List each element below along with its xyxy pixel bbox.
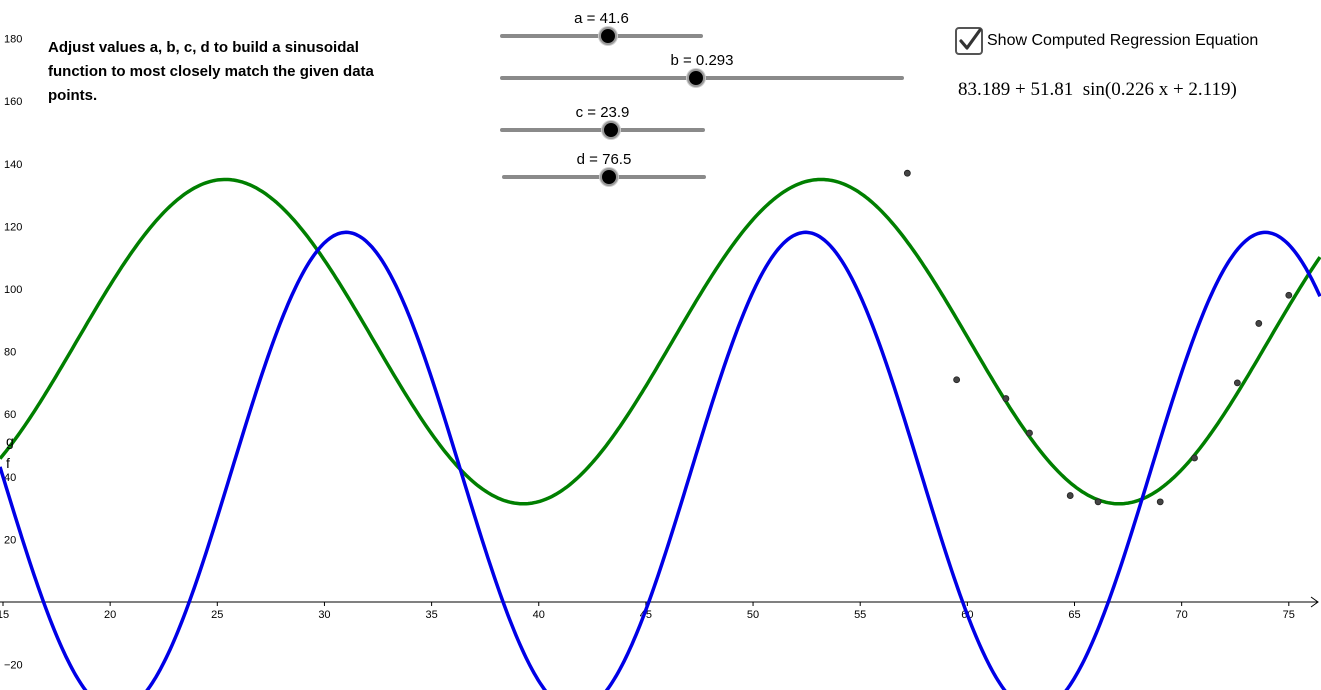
label-f: f xyxy=(6,455,10,471)
slider-b-label: b = 0.293 xyxy=(670,52,734,69)
regression-checkbox[interactable] xyxy=(955,27,983,55)
data-point xyxy=(1191,454,1198,462)
data-point xyxy=(953,376,961,384)
y-tick-label: 40 xyxy=(4,472,16,484)
y-tick-label: 160 xyxy=(4,96,22,108)
x-tick-label: 40 xyxy=(533,609,545,621)
regression-checkbox-row[interactable]: Show Computed Regression Equation xyxy=(955,27,1258,55)
curve-f[interactable] xyxy=(0,177,1321,506)
data-points xyxy=(903,169,1293,506)
slider-c[interactable]: c = 23.9 xyxy=(500,104,705,144)
data-point xyxy=(1285,291,1293,299)
x-tick-label: 55 xyxy=(854,609,866,621)
slider-a-label: a = 41.6 xyxy=(574,10,629,27)
x-tick-label: 65 xyxy=(1068,609,1080,621)
slider-c-handle[interactable] xyxy=(602,121,620,139)
data-point xyxy=(1066,492,1074,499)
slider-d[interactable]: d = 76.5 xyxy=(502,151,706,191)
data-point xyxy=(1156,498,1164,506)
y-tick-label: 80 xyxy=(4,347,16,359)
y-tick-label: 140 xyxy=(4,159,22,171)
x-tick-label: 15 xyxy=(0,609,9,621)
x-tick-label: 30 xyxy=(318,609,330,621)
data-point xyxy=(1026,429,1033,437)
checkmark-icon xyxy=(959,28,982,50)
x-tick-label: 50 xyxy=(747,609,759,621)
y-tick-label: 20 xyxy=(4,534,16,546)
label-g: g xyxy=(6,433,14,449)
curve-g[interactable] xyxy=(0,230,1321,690)
slider-b-handle[interactable] xyxy=(687,69,705,87)
data-point xyxy=(1002,395,1010,402)
slider-c-label: c = 23.9 xyxy=(575,104,630,121)
y-tick-label: 120 xyxy=(4,221,22,233)
data-point xyxy=(1255,320,1263,327)
slider-a[interactable]: a = 41.6 xyxy=(500,10,703,50)
data-point xyxy=(1233,379,1241,387)
y-tick-label: −20 xyxy=(4,660,23,672)
x-tick-label: 70 xyxy=(1176,609,1188,621)
slider-a-handle[interactable] xyxy=(599,27,617,45)
slider-b[interactable]: b = 0.293 xyxy=(500,52,904,92)
regression-checkbox-label: Show Computed Regression Equation xyxy=(987,32,1259,49)
x-tick-label: 20 xyxy=(104,609,116,621)
data-point xyxy=(1094,498,1102,506)
data-point xyxy=(903,169,911,177)
x-tick-label: 35 xyxy=(425,609,437,621)
y-tick-label: 100 xyxy=(4,284,22,296)
x-axis-arrow-icon xyxy=(1310,596,1319,608)
x-tick-label: 75 xyxy=(1283,609,1295,621)
slider-d-label: d = 76.5 xyxy=(576,151,632,168)
instructions-text: Adjust values a, b, c, d to build a sinu… xyxy=(48,36,408,108)
x-tick-label: 25 xyxy=(211,609,223,621)
axes: 1520253035404550556065707580859095100105… xyxy=(0,34,1319,672)
y-tick-label: 60 xyxy=(4,409,16,421)
slider-d-handle[interactable] xyxy=(600,168,618,186)
regression-equation: 83.189 + 51.81 sin(0.226 x + 2.119) xyxy=(958,79,1237,100)
y-tick-label: 180 xyxy=(4,34,22,46)
